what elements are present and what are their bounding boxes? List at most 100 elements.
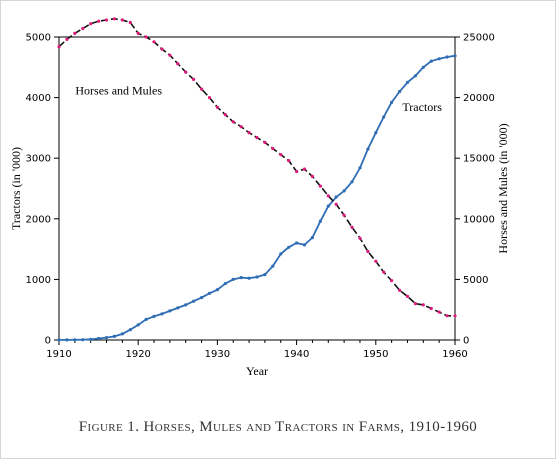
data-point xyxy=(152,40,156,44)
data-point xyxy=(104,336,109,340)
y-axis-left-label: Tractors (in '000) xyxy=(9,147,23,230)
data-point xyxy=(65,338,69,342)
chart-series xyxy=(57,17,457,342)
data-point xyxy=(398,288,402,292)
data-point xyxy=(120,18,124,22)
x-tick-label: 1920 xyxy=(125,349,150,360)
data-point xyxy=(390,100,394,104)
data-point xyxy=(120,332,124,336)
y-left-tick-label: 2000 xyxy=(26,214,51,225)
data-point xyxy=(104,18,109,22)
data-point xyxy=(57,338,61,342)
data-point xyxy=(398,89,402,94)
data-point xyxy=(176,306,180,310)
data-point xyxy=(429,59,433,63)
data-point xyxy=(215,288,219,292)
data-point xyxy=(334,195,338,199)
data-point xyxy=(334,202,338,206)
data-point xyxy=(382,270,386,274)
data-point xyxy=(318,184,322,188)
data-point xyxy=(184,70,188,74)
data-point xyxy=(207,96,212,100)
data-point xyxy=(73,338,77,342)
data-point xyxy=(271,146,275,151)
data-point xyxy=(200,87,204,91)
data-point xyxy=(144,317,148,321)
series-line-horses-and-mules xyxy=(58,17,455,317)
data-point xyxy=(255,136,259,140)
data-point xyxy=(310,174,314,178)
data-point xyxy=(57,45,61,49)
data-point xyxy=(231,120,235,124)
data-point xyxy=(366,147,370,151)
figure-caption: Figure 1. Horses, Mules and Tractors in … xyxy=(78,419,478,435)
data-point xyxy=(437,57,441,61)
data-point xyxy=(200,296,204,300)
y-right-tick-label: 10000 xyxy=(463,214,495,225)
data-point xyxy=(405,294,410,298)
data-point xyxy=(97,336,101,341)
data-point xyxy=(168,53,172,57)
data-point xyxy=(207,291,212,295)
data-point xyxy=(445,55,449,59)
data-point xyxy=(437,310,441,314)
data-point xyxy=(302,243,307,247)
y-left-tick-label: 3000 xyxy=(26,154,51,165)
data-point xyxy=(326,204,330,208)
data-point xyxy=(445,314,449,318)
data-point xyxy=(302,167,307,171)
x-tick-label: 1930 xyxy=(205,349,230,360)
data-point xyxy=(453,54,457,58)
data-point xyxy=(326,194,330,198)
data-point xyxy=(279,153,283,157)
data-point xyxy=(287,159,291,163)
data-point xyxy=(350,180,354,184)
data-point xyxy=(390,279,394,283)
data-point xyxy=(453,314,457,318)
data-point xyxy=(358,236,362,240)
data-point xyxy=(215,105,219,109)
data-point xyxy=(263,273,267,277)
data-point xyxy=(192,299,196,303)
y-left-tick-label: 5000 xyxy=(26,33,51,44)
x-axis-label: Year xyxy=(246,364,268,378)
data-point xyxy=(239,276,243,280)
data-point xyxy=(247,131,251,135)
data-point xyxy=(97,19,101,23)
data-point xyxy=(128,328,132,332)
data-point xyxy=(65,37,69,42)
y-axis-right-label: Horses and Mules (in '000) xyxy=(496,123,510,253)
y-right-tick-label: 15000 xyxy=(463,154,495,165)
data-point xyxy=(263,140,267,144)
data-point xyxy=(152,314,156,318)
data-point xyxy=(405,80,410,84)
data-point xyxy=(310,236,314,240)
data-point xyxy=(89,22,93,26)
data-point xyxy=(342,189,346,193)
data-point xyxy=(136,31,140,35)
data-point xyxy=(223,113,227,117)
x-tick-label: 1950 xyxy=(363,349,388,360)
data-point xyxy=(184,303,188,307)
data-point xyxy=(168,309,172,313)
y-left-tick-label: 0 xyxy=(45,336,51,347)
data-point xyxy=(366,249,370,254)
data-point xyxy=(112,17,116,21)
line-chart: 1910 1920 1930 1940 1950 1960 0 1000 2000 3000 400… xyxy=(9,17,510,378)
data-point xyxy=(223,282,227,286)
y-right-tick-label: 0 xyxy=(463,336,469,347)
data-point xyxy=(112,334,116,338)
data-point xyxy=(136,323,140,327)
data-point xyxy=(342,213,346,217)
chart-axes: 1910 1920 1930 1940 1950 1960 0 1000 2000 3000 400… xyxy=(26,33,495,361)
data-point xyxy=(128,20,132,25)
y-right-tick-label: 20000 xyxy=(463,93,495,104)
data-point xyxy=(89,337,93,341)
y-right-tick-label: 5000 xyxy=(463,275,488,286)
annotation-horses-and-mules: Horses and Mules xyxy=(75,84,162,98)
data-point xyxy=(413,74,417,78)
x-tick-label: 1940 xyxy=(284,349,309,360)
data-point xyxy=(255,275,259,279)
data-point xyxy=(81,26,85,31)
